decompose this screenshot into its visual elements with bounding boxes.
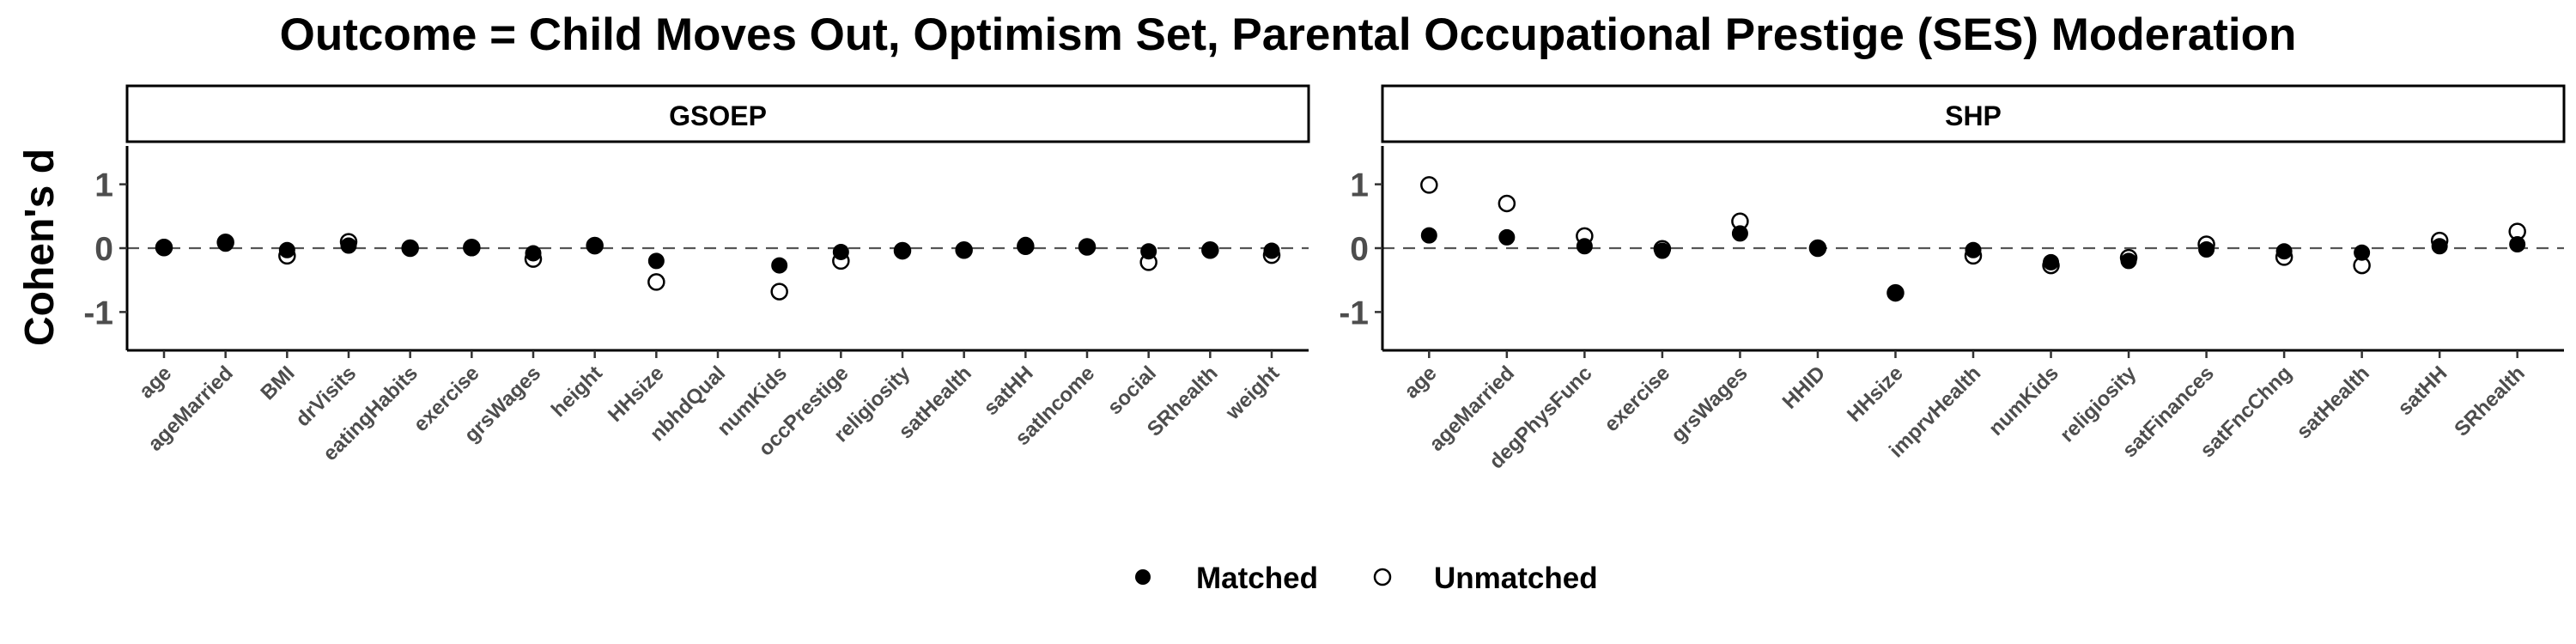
y-tick-label: 0 bbox=[94, 231, 113, 268]
x-tick-label-hhsize: HHsize bbox=[1843, 361, 1908, 427]
point-matched-deg-phys-func bbox=[1576, 238, 1593, 255]
point-matched-exercise bbox=[463, 240, 480, 257]
point-matched-age-married bbox=[1498, 228, 1516, 246]
point-matched-dr-visits bbox=[340, 237, 357, 254]
y-tick-label: -1 bbox=[83, 295, 113, 331]
point-matched-weight bbox=[1263, 242, 1280, 259]
x-tick-label-social: social bbox=[1103, 361, 1161, 419]
point-unmatched-age-married bbox=[1498, 194, 1516, 213]
x-tick-label-religiosity: religiosity bbox=[2056, 361, 2142, 447]
legend-label-unmatched: Unmatched bbox=[1434, 562, 1598, 595]
y-tick-label: 1 bbox=[1350, 167, 1369, 204]
point-matched-hhsize bbox=[647, 252, 665, 270]
legend-key-matched bbox=[1135, 569, 1151, 585]
legend-label-matched: Matched bbox=[1196, 562, 1318, 595]
point-matched-sat-income bbox=[1078, 239, 1096, 256]
point-matched-sat-fnc-chng bbox=[2275, 243, 2293, 260]
y-tick-label: 1 bbox=[94, 167, 113, 204]
legend: Matched Unmatched bbox=[1135, 562, 1598, 595]
point-matched-grs-wages bbox=[1731, 225, 1748, 242]
x-tick-label-hhid: HHID bbox=[1778, 361, 1831, 414]
point-matched-age bbox=[1420, 227, 1437, 244]
point-matched-religiosity bbox=[2120, 252, 2137, 270]
legend-key-unmatched bbox=[1373, 568, 1392, 586]
point-matched-num-kids bbox=[771, 257, 788, 274]
point-matched-sat-health bbox=[956, 241, 973, 258]
point-matched-social bbox=[1140, 243, 1157, 260]
y-tick-label: 0 bbox=[1350, 231, 1369, 268]
chart-title: Outcome = Child Moves Out, Optimism Set,… bbox=[280, 9, 2297, 60]
point-matched-religiosity bbox=[894, 243, 911, 260]
point-unmatched-hhsize bbox=[647, 273, 665, 291]
panel-strip-label: SHP bbox=[1945, 100, 2002, 131]
point-matched-occ-prestige bbox=[832, 243, 849, 260]
point-matched-sat-finances bbox=[2198, 240, 2215, 258]
x-tick-label-height: height bbox=[547, 361, 607, 422]
x-tick-label-srhealth: SRhealth bbox=[2450, 361, 2530, 441]
point-matched-hhid bbox=[1809, 240, 1826, 257]
x-tick-label-bmi: BMI bbox=[256, 361, 299, 404]
point-matched-grs-wages bbox=[525, 245, 542, 262]
panel-strip-label: GSOEP bbox=[669, 100, 767, 131]
point-matched-imprv-health bbox=[1965, 241, 1982, 258]
point-matched-age bbox=[155, 239, 173, 256]
x-tick-label-num-kids: numKids bbox=[1984, 361, 2063, 440]
point-matched-exercise bbox=[1654, 242, 1671, 259]
x-tick-label-age: age bbox=[1400, 361, 1441, 403]
x-tick-label-grs-wages: grsWages bbox=[1667, 361, 1753, 447]
x-tick-label-age: age bbox=[135, 361, 176, 403]
point-matched-age-married bbox=[217, 235, 234, 252]
point-matched-bmi bbox=[278, 241, 295, 258]
panel-strip bbox=[125, 84, 1310, 143]
x-tick-label-sat-health: satHealth bbox=[2292, 361, 2373, 443]
point-matched-hhsize bbox=[1886, 284, 1904, 301]
y-axis-label: Cohen's d bbox=[17, 149, 63, 346]
point-matched-eating-habits bbox=[402, 240, 419, 257]
point-matched-sat-hh bbox=[1017, 236, 1034, 253]
point-matched-sat-health bbox=[2354, 244, 2371, 261]
x-tick-label-sat-hh: satHH bbox=[979, 361, 1037, 420]
point-matched-srhealth bbox=[1201, 241, 1218, 258]
y-tick-label: -1 bbox=[1339, 295, 1369, 331]
point-matched-srhealth bbox=[2509, 236, 2526, 253]
point-matched-sat-hh bbox=[2431, 238, 2448, 255]
panel-strip bbox=[1381, 84, 2566, 143]
x-tick-label-weight: weight bbox=[1221, 361, 1285, 425]
point-unmatched-age bbox=[1420, 176, 1438, 194]
point-matched-num-kids bbox=[2043, 253, 2060, 270]
point-matched-height bbox=[586, 238, 604, 255]
x-tick-label-exercise: exercise bbox=[1600, 361, 1674, 436]
x-tick-label-sat-hh: satHH bbox=[2393, 361, 2451, 420]
point-unmatched-num-kids bbox=[770, 283, 788, 301]
